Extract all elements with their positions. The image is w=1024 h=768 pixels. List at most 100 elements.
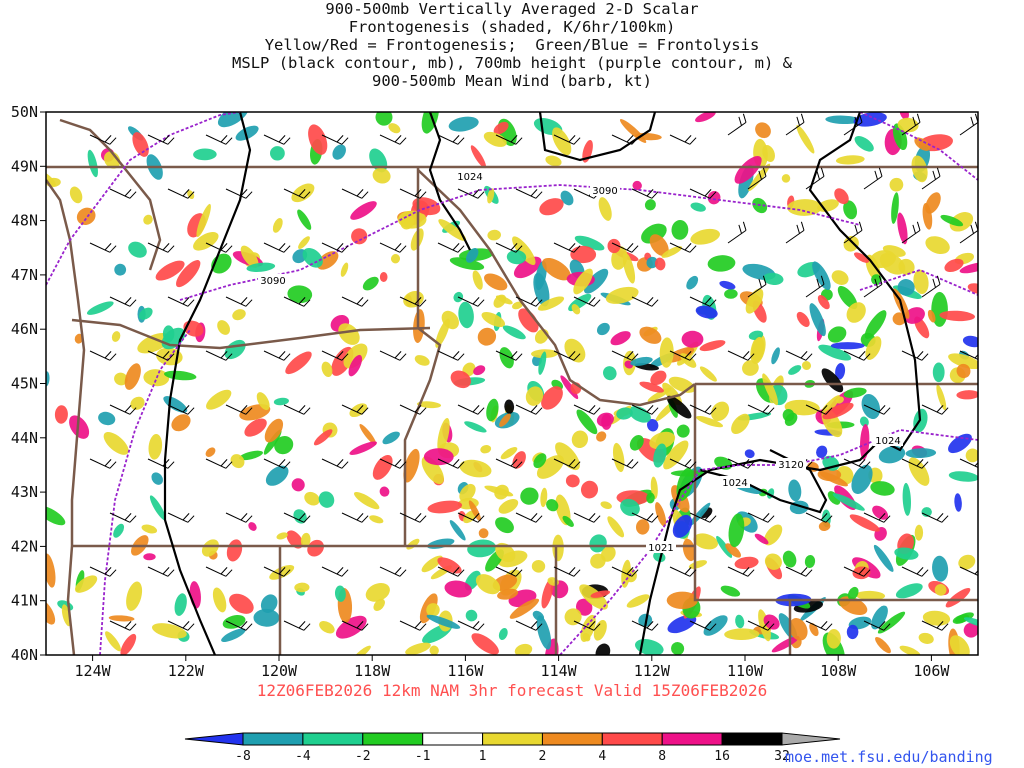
- frontogenesis-patch: [319, 620, 335, 634]
- wind-barb: [901, 458, 929, 469]
- wind-barb: [747, 167, 767, 190]
- colorbar-segment: [601, 732, 663, 746]
- frontogenesis-patch: [639, 381, 664, 393]
- frontogenesis-patch: [771, 347, 780, 365]
- wind-barb: [167, 188, 195, 199]
- frontogenesis-patch: [265, 465, 289, 486]
- wind-barb: [689, 404, 717, 415]
- wind-barb: [341, 404, 369, 415]
- wind-barb: [321, 350, 349, 361]
- colorbar-segment: [541, 732, 603, 746]
- frontogenesis-patch: [473, 365, 486, 376]
- frontogenesis-patch: [291, 478, 305, 492]
- frontogenesis-patch: [849, 514, 880, 532]
- frontogenesis-patch: [676, 424, 690, 438]
- frontogenesis-patch: [782, 550, 797, 568]
- frontogenesis-patch: [449, 520, 466, 541]
- contour-label-3090-b: 3090: [590, 184, 620, 197]
- frontogenesis-patch: [655, 502, 667, 527]
- colorbar-label: -4: [295, 749, 311, 764]
- frontogenesis-patch: [877, 611, 906, 634]
- contour-label-1024-b: 1024: [873, 434, 903, 447]
- frontogenesis-patch: [629, 435, 644, 451]
- frontogenesis-patch: [894, 547, 919, 560]
- frontogenesis-patch: [913, 269, 929, 295]
- frontogenesis-patch: [480, 445, 492, 454]
- wind-barb: [147, 566, 175, 577]
- frontogenesis-patch: [498, 499, 519, 514]
- wind-barb: [167, 512, 195, 523]
- frontogenesis-patch: [423, 448, 454, 466]
- frontogenesis-patch: [307, 539, 324, 557]
- frontogenesis-patch: [571, 304, 581, 315]
- frontogenesis-patch: [963, 617, 978, 628]
- frontogenesis-patch: [372, 454, 393, 480]
- frontogenesis-patch: [343, 343, 368, 369]
- wind-barb: [457, 296, 485, 307]
- wind-barb: [283, 404, 311, 415]
- wind-barb: [805, 512, 833, 523]
- wind-barb: [457, 620, 485, 631]
- wind-barb: [863, 620, 891, 631]
- frontogenesis-patch: [574, 235, 605, 251]
- contour-label-text: 3120: [778, 460, 803, 471]
- wind-barb: [263, 242, 291, 253]
- frontogenesis-patch: [742, 360, 759, 376]
- frontogenesis-patch: [763, 614, 780, 630]
- contour-label-text: 1024: [875, 436, 900, 447]
- wind-barb: [109, 620, 137, 631]
- wind-barb: [805, 275, 825, 298]
- frontogenesis-patch: [663, 440, 689, 470]
- frontogenesis-patch: [108, 615, 135, 622]
- frontogenesis-patch: [300, 532, 311, 548]
- frontogenesis-patch: [580, 614, 596, 642]
- frontogenesis-patch: [804, 555, 816, 568]
- frontogenesis-patch: [502, 325, 526, 340]
- wind-barb: [843, 221, 863, 244]
- frontogenesis-patch: [472, 270, 483, 290]
- latitude-label: 44N: [11, 429, 38, 447]
- frontogenesis-patch: [148, 433, 163, 460]
- colorbar-label: -8: [235, 749, 251, 764]
- frontogenesis-patch: [470, 145, 487, 169]
- axis-ticks: [40, 111, 932, 661]
- frontogenesis-patch: [429, 645, 439, 655]
- longitude-label: 108W: [820, 662, 857, 680]
- frontogenesis-patch: [564, 338, 586, 363]
- frontogenesis-patch: [111, 331, 121, 342]
- frontogenesis-patch: [86, 301, 114, 315]
- wind-barb: [689, 512, 717, 523]
- frontogenesis-patch: [54, 405, 68, 424]
- frontogenesis-patch: [426, 603, 440, 617]
- puget-sound-coast: [59, 118, 162, 271]
- frontogenesis-patch: [835, 363, 846, 380]
- frontogenesis-patch: [843, 387, 867, 398]
- frontogenesis-patch: [796, 311, 810, 327]
- wind-barb: [437, 566, 465, 577]
- frontogenesis-patch: [902, 482, 911, 516]
- wind-barb: [283, 188, 311, 199]
- colorbar-segment: [242, 732, 304, 746]
- frontogenesis-patch: [246, 262, 276, 273]
- frontogenesis-patch: [659, 337, 674, 368]
- wind-barb: [495, 242, 523, 253]
- frontogenesis-patch: [375, 112, 393, 126]
- frontogenesis-patch: [854, 252, 869, 263]
- frontogenesis-patch: [653, 443, 667, 468]
- map-plot-area: 1024 3090 3090 1024 3120 1024 1021: [46, 112, 978, 655]
- wind-barb: [379, 134, 407, 145]
- frontogenesis-patch: [635, 519, 650, 535]
- title-line-5: 900-500mb Mean Wind (barb, kt): [372, 72, 652, 90]
- frontogenesis-patch: [580, 480, 599, 499]
- frontogenesis-patch: [688, 560, 707, 569]
- wind-barb: [399, 512, 427, 523]
- wind-barb: [321, 242, 349, 253]
- frontogenesis-patch: [758, 609, 771, 642]
- frontogenesis-patch: [816, 445, 828, 459]
- longitude-label: 116W: [447, 662, 484, 680]
- wind-barb: [263, 134, 291, 145]
- color-bar: -8 -4 -2 -1 1 2 4 8 16 32: [184, 732, 841, 764]
- colorbar-label: 1: [479, 749, 487, 764]
- frontogenesis-patch: [666, 591, 698, 609]
- frontogenesis-patch: [536, 615, 552, 650]
